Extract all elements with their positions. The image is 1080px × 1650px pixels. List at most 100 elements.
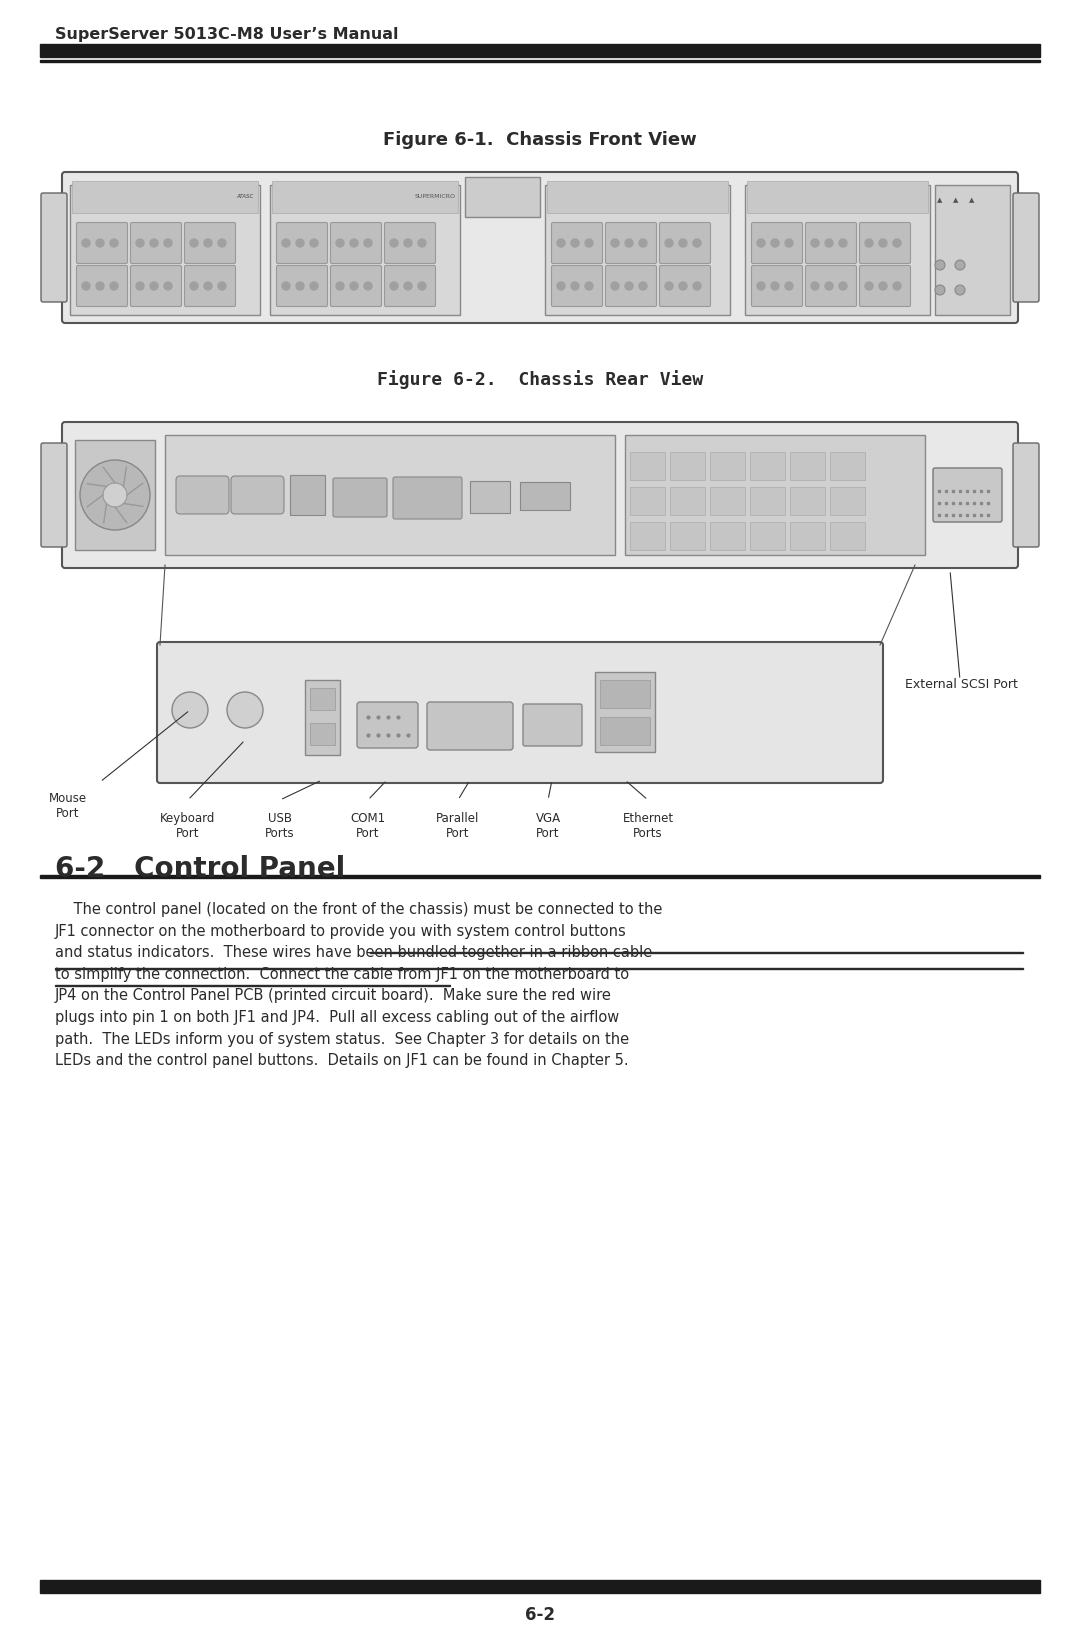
Bar xyxy=(40,1581,1040,1592)
Text: ATASC: ATASC xyxy=(237,195,254,200)
Text: SUPERMICRO: SUPERMICRO xyxy=(415,195,456,200)
Bar xyxy=(935,185,1010,315)
Text: SuperServer 5013C-M8 User’s Manual: SuperServer 5013C-M8 User’s Manual xyxy=(55,28,399,43)
FancyBboxPatch shape xyxy=(333,478,387,516)
FancyBboxPatch shape xyxy=(62,422,1018,568)
FancyBboxPatch shape xyxy=(933,469,1002,521)
Circle shape xyxy=(204,282,212,290)
FancyBboxPatch shape xyxy=(384,223,435,264)
Bar xyxy=(40,59,1040,63)
Text: 6-2: 6-2 xyxy=(525,1605,555,1624)
Bar xyxy=(747,182,928,213)
Circle shape xyxy=(679,239,687,247)
Circle shape xyxy=(785,282,793,290)
FancyBboxPatch shape xyxy=(384,266,435,307)
Circle shape xyxy=(218,239,226,247)
Bar xyxy=(270,185,460,315)
Circle shape xyxy=(679,282,687,290)
Bar xyxy=(600,680,650,708)
Bar xyxy=(789,487,825,515)
Circle shape xyxy=(955,261,966,271)
Circle shape xyxy=(611,282,619,290)
Bar xyxy=(670,521,705,549)
Bar xyxy=(789,452,825,480)
FancyBboxPatch shape xyxy=(1013,442,1039,548)
Circle shape xyxy=(110,282,118,290)
Bar xyxy=(710,487,745,515)
Circle shape xyxy=(82,239,90,247)
Circle shape xyxy=(336,239,345,247)
Bar xyxy=(595,672,654,752)
Circle shape xyxy=(557,282,565,290)
Bar xyxy=(831,452,865,480)
Circle shape xyxy=(585,282,593,290)
Circle shape xyxy=(364,239,372,247)
Bar xyxy=(630,452,665,480)
FancyBboxPatch shape xyxy=(660,223,711,264)
Text: USB
Ports: USB Ports xyxy=(266,812,295,840)
Bar xyxy=(165,436,615,554)
FancyBboxPatch shape xyxy=(606,266,657,307)
Circle shape xyxy=(172,691,208,728)
Bar xyxy=(600,718,650,746)
Circle shape xyxy=(639,282,647,290)
FancyBboxPatch shape xyxy=(330,223,381,264)
Circle shape xyxy=(811,282,819,290)
FancyBboxPatch shape xyxy=(752,266,802,307)
Bar xyxy=(625,436,924,554)
Circle shape xyxy=(150,282,158,290)
FancyBboxPatch shape xyxy=(77,266,127,307)
Circle shape xyxy=(390,282,399,290)
Bar xyxy=(40,45,1040,58)
Circle shape xyxy=(204,239,212,247)
Bar xyxy=(272,182,458,213)
Circle shape xyxy=(136,282,144,290)
Bar xyxy=(789,521,825,549)
Text: Parallel
Port: Parallel Port xyxy=(436,812,480,840)
Circle shape xyxy=(418,239,426,247)
Circle shape xyxy=(364,282,372,290)
Circle shape xyxy=(557,239,565,247)
Bar xyxy=(831,521,865,549)
Circle shape xyxy=(296,282,303,290)
FancyBboxPatch shape xyxy=(131,266,181,307)
FancyBboxPatch shape xyxy=(231,475,284,515)
FancyBboxPatch shape xyxy=(860,266,910,307)
Circle shape xyxy=(82,282,90,290)
Bar xyxy=(519,482,570,510)
Circle shape xyxy=(227,691,264,728)
Circle shape xyxy=(336,282,345,290)
Circle shape xyxy=(110,239,118,247)
Circle shape xyxy=(103,483,127,507)
Circle shape xyxy=(693,282,701,290)
Circle shape xyxy=(418,282,426,290)
FancyBboxPatch shape xyxy=(77,223,127,264)
Circle shape xyxy=(879,282,887,290)
Circle shape xyxy=(757,239,765,247)
Bar xyxy=(630,487,665,515)
Text: VGA
Port: VGA Port xyxy=(536,812,561,840)
Circle shape xyxy=(282,239,291,247)
Circle shape xyxy=(96,282,104,290)
Circle shape xyxy=(585,239,593,247)
Circle shape xyxy=(757,282,765,290)
Circle shape xyxy=(665,282,673,290)
Bar xyxy=(750,487,785,515)
Text: Ethernet
Ports: Ethernet Ports xyxy=(622,812,674,840)
Circle shape xyxy=(955,285,966,295)
Circle shape xyxy=(625,282,633,290)
Circle shape xyxy=(296,239,303,247)
Bar xyxy=(310,688,335,710)
FancyBboxPatch shape xyxy=(752,223,802,264)
Circle shape xyxy=(771,282,779,290)
Text: 6-2   Control Panel: 6-2 Control Panel xyxy=(55,855,346,883)
Bar xyxy=(745,185,930,315)
Circle shape xyxy=(80,460,150,530)
Bar xyxy=(70,185,260,315)
Circle shape xyxy=(404,282,411,290)
Text: Figure 6-2.  Chassis Rear View: Figure 6-2. Chassis Rear View xyxy=(377,371,703,389)
FancyBboxPatch shape xyxy=(276,223,327,264)
FancyBboxPatch shape xyxy=(860,223,910,264)
Circle shape xyxy=(825,239,833,247)
Bar xyxy=(72,182,258,213)
